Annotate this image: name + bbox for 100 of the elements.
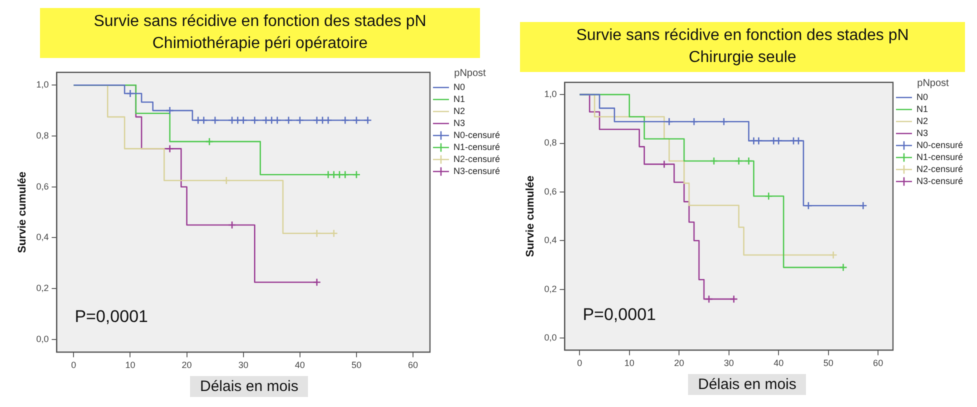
point xyxy=(312,229,322,238)
x-axis-title: Délais en mois xyxy=(688,374,806,395)
point xyxy=(267,116,276,124)
point xyxy=(352,170,361,179)
x-tick-label: 10 xyxy=(624,358,634,368)
point xyxy=(710,156,718,166)
chart-subtitle: Chirurgie seule xyxy=(688,48,798,68)
y-axis-title: Survie cumulée xyxy=(16,172,29,253)
legend-label: N0 xyxy=(453,82,465,92)
point xyxy=(829,250,838,260)
x-tick-label: 20 xyxy=(674,358,684,368)
x-tick-label: 20 xyxy=(182,360,192,370)
point xyxy=(754,136,763,145)
point xyxy=(789,136,798,145)
x-tick-label: 0 xyxy=(71,360,76,370)
legend-label: N2 xyxy=(916,116,928,126)
point xyxy=(205,137,214,146)
point xyxy=(262,116,270,124)
x-tick-label: 10 xyxy=(125,360,136,370)
legend-label: N0-censuré xyxy=(916,140,964,150)
point xyxy=(296,116,304,124)
point xyxy=(364,116,372,124)
point xyxy=(750,136,758,145)
point xyxy=(210,116,220,124)
x-tick-label: 50 xyxy=(351,360,362,370)
point xyxy=(228,220,236,230)
point xyxy=(690,117,698,126)
chart-title: Survie sans récidive en fonction des stades pN xyxy=(92,12,428,32)
chart-subtitle: Chimiothérapie péri opératoire xyxy=(151,34,369,54)
point xyxy=(194,116,202,124)
point xyxy=(352,116,361,124)
legend-label: N3-censuré xyxy=(916,176,964,186)
point xyxy=(769,136,778,145)
x-tick-label: 60 xyxy=(873,358,884,368)
point xyxy=(324,170,332,179)
x-tick-label: 30 xyxy=(724,358,734,368)
y-tick-label: 0,8 xyxy=(36,130,49,140)
point xyxy=(665,117,674,126)
x-axis-title: Délais en mois xyxy=(190,376,308,397)
point xyxy=(312,278,322,286)
annotation: P=0,0001 xyxy=(74,307,148,326)
point xyxy=(839,263,848,272)
point xyxy=(804,201,813,210)
point xyxy=(730,294,738,304)
x-tick-label: 50 xyxy=(823,358,834,368)
point xyxy=(774,136,783,145)
x-tick-label: 30 xyxy=(238,360,248,370)
y-tick-label: 0,6 xyxy=(36,181,49,192)
y-tick-label: 0,4 xyxy=(544,235,557,246)
legend-label: N0 xyxy=(916,92,928,102)
point xyxy=(764,192,773,200)
y-tick-label: 1,0 xyxy=(544,89,557,100)
legend-label: N2 xyxy=(453,106,465,116)
y-tick-label: 1,0 xyxy=(36,80,49,90)
x-tick-label: 0 xyxy=(577,358,582,368)
point xyxy=(228,116,236,124)
y-tick-label: 0,2 xyxy=(36,283,49,294)
legend-label: N3-censuré xyxy=(453,166,500,176)
point xyxy=(704,294,714,304)
y-tick-label: 0,6 xyxy=(544,186,557,196)
y-tick-label: 0,2 xyxy=(544,284,557,294)
legend-title: pNpost xyxy=(454,68,486,79)
x-tick-label: 40 xyxy=(774,358,784,368)
y-tick-label: 0,0 xyxy=(36,334,49,344)
y-tick-label: 0,8 xyxy=(544,138,557,148)
x-tick-label: 60 xyxy=(408,360,418,370)
point xyxy=(324,116,332,124)
point xyxy=(744,156,753,166)
x-tick-label: 40 xyxy=(294,360,305,370)
point xyxy=(234,116,242,124)
point xyxy=(284,116,293,124)
annotation: P=0,0001 xyxy=(582,305,656,324)
legend-label: N2-censuré xyxy=(453,154,500,164)
point xyxy=(734,156,743,166)
point xyxy=(318,116,327,124)
legend-label: N0-censuré xyxy=(453,130,500,140)
legend-label: N2-censuré xyxy=(916,164,964,174)
point xyxy=(858,201,868,210)
point xyxy=(794,136,803,145)
y-tick-label: 0,4 xyxy=(36,232,49,242)
legend-title: pNpost xyxy=(917,78,950,89)
point xyxy=(166,106,174,115)
point xyxy=(660,160,668,168)
point xyxy=(239,116,248,124)
point xyxy=(330,229,338,238)
legend-label: N1 xyxy=(916,104,928,114)
y-tick-label: 0,0 xyxy=(544,332,557,343)
point xyxy=(126,89,134,98)
point xyxy=(200,116,208,124)
legend-label: N1-censuré xyxy=(453,142,500,152)
chart-title: Survie sans récidive en fonction des stades pN xyxy=(575,26,910,46)
legend-label: N3 xyxy=(916,128,928,138)
legend-label: N1 xyxy=(453,94,465,104)
y-axis-title: Survie cumulée xyxy=(524,176,537,257)
point xyxy=(340,116,350,124)
point xyxy=(720,117,728,126)
point xyxy=(222,176,231,185)
point xyxy=(335,170,344,179)
point xyxy=(250,116,259,124)
point xyxy=(330,170,338,179)
